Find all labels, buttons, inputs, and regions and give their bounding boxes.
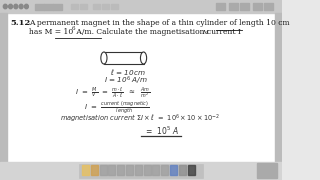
Bar <box>82 165 89 175</box>
Bar <box>7 13 275 162</box>
Bar <box>79 164 203 178</box>
Text: has M = 10: has M = 10 <box>29 28 73 36</box>
Bar <box>144 165 151 175</box>
Bar <box>135 165 142 175</box>
Bar <box>152 165 159 175</box>
Bar <box>35 3 44 10</box>
Bar <box>188 165 195 175</box>
Circle shape <box>19 4 23 9</box>
Bar <box>108 165 116 175</box>
Bar <box>264 3 273 10</box>
Text: $I$  =  $\frac{M}{V}$  =  $\frac{m \cdot \ell}{A \cdot \ell}$  $\approx$  $\frac: $I$ = $\frac{M}{V}$ = $\frac{m \cdot \el… <box>75 85 150 100</box>
Bar <box>253 3 261 10</box>
Bar <box>229 3 238 10</box>
Circle shape <box>14 4 18 9</box>
Bar <box>0 0 282 13</box>
Bar <box>53 3 62 10</box>
Text: $\ell$ = 10cm: $\ell$ = 10cm <box>110 67 146 77</box>
Text: A/m. Calculate the magnetisation current I: A/m. Calculate the magnetisation current… <box>74 28 241 36</box>
Bar <box>44 3 53 10</box>
Bar <box>111 4 118 9</box>
Bar <box>100 165 107 175</box>
Bar <box>275 13 282 162</box>
Bar <box>93 4 100 9</box>
Bar <box>104 52 144 64</box>
Bar <box>257 163 276 178</box>
Bar <box>80 4 87 9</box>
Bar <box>240 3 249 10</box>
Bar <box>117 165 124 175</box>
Ellipse shape <box>140 52 147 64</box>
Text: $I$ = 10$^6$ A/m: $I$ = 10$^6$ A/m <box>104 75 148 87</box>
Bar <box>161 165 168 175</box>
Text: .: . <box>204 28 207 36</box>
Text: 5.12: 5.12 <box>11 19 31 27</box>
Text: M: M <box>202 30 207 35</box>
Ellipse shape <box>101 52 107 64</box>
Text: $I$  =  $\frac{current\ (magnetic)}{length}$: $I$ = $\frac{current\ (magnetic)}{length… <box>84 100 149 117</box>
Bar <box>71 4 78 9</box>
Bar <box>0 162 282 180</box>
Text: A permanent magnet in the shape of a thin cylinder of length 10 cm: A permanent magnet in the shape of a thi… <box>29 19 290 27</box>
Circle shape <box>9 4 12 9</box>
Bar <box>126 165 133 175</box>
Text: =  $10^5$ A: = $10^5$ A <box>145 125 179 137</box>
Circle shape <box>3 4 7 9</box>
Circle shape <box>25 4 28 9</box>
Bar <box>216 3 225 10</box>
Bar <box>179 165 186 175</box>
Bar <box>170 165 177 175</box>
Bar <box>0 13 7 162</box>
Text: 6: 6 <box>71 26 75 30</box>
Bar <box>91 165 98 175</box>
Text: magnetisation current $\Sigma I \times \ell$  =  $10^6 \times 10 \times 10^{-2}$: magnetisation current $\Sigma I \times \… <box>60 113 220 125</box>
Bar <box>102 4 109 9</box>
